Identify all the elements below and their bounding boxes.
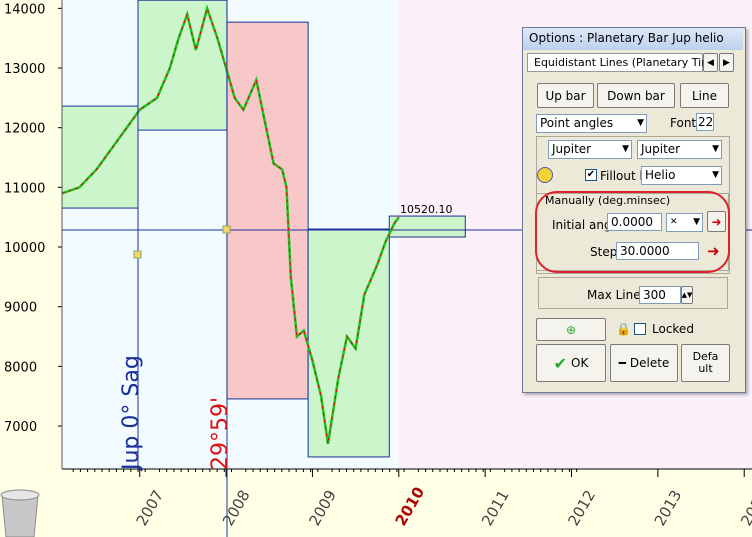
max-lines-input[interactable]: 300 <box>639 286 681 304</box>
planet-label: Jup 0° Sag <box>119 355 144 472</box>
default-button[interactable]: Defa ult <box>681 344 730 382</box>
price-line-shadow <box>61 6 400 444</box>
lock-icon: 🔒 <box>616 322 631 336</box>
x-tick-label: 2014 <box>737 487 752 529</box>
x-tick-label: 2008 <box>219 487 254 529</box>
y-tick-label: 11000 <box>4 181 45 196</box>
font-label: Font <box>670 116 697 130</box>
x-tick-label: 2012 <box>564 487 599 529</box>
initial-angle-label: Initial angle <box>552 218 623 232</box>
max-lines-spinner[interactable]: ▲▼ <box>681 286 693 304</box>
y-tick-label: 9000 <box>4 301 37 316</box>
font-size[interactable]: 22 <box>696 113 714 131</box>
fillout-checkbox[interactable]: ✔ <box>585 169 597 181</box>
max-lines-panel <box>538 277 728 309</box>
planetary-box <box>61 105 139 209</box>
planet2-select[interactable]: Jupiter <box>637 140 722 159</box>
ok-button[interactable]: ✔ OK <box>536 344 606 382</box>
step-label: Step <box>590 245 618 259</box>
x-tick-label: 2009 <box>305 487 340 529</box>
options-dialog: Options : Planetary Bar Jup helio Equidi… <box>522 27 746 393</box>
dialog-title: Options : Planetary Bar Jup helio <box>523 28 743 50</box>
crosshair-button[interactable]: ⊕ <box>536 318 606 341</box>
tab[interactable]: Equidistant Lines (Planetary Time) <box>527 53 723 72</box>
highlight-ellipse <box>535 191 730 273</box>
x-tick-label: 2010 <box>392 484 428 529</box>
y-tick-label: 8000 <box>4 360 37 375</box>
max-lines-label: Max Lines <box>587 288 647 302</box>
price-label: 10520.10 <box>400 203 453 216</box>
down-bar-button[interactable]: Down bar <box>597 83 675 108</box>
marker <box>133 250 142 259</box>
delete-button[interactable]: ━ Delete <box>610 344 678 382</box>
y-tick-label: 10000 <box>4 241 45 256</box>
color-icon[interactable] <box>537 167 553 183</box>
mode-select[interactable]: Point angles <box>536 114 647 133</box>
ok-text: OK <box>571 356 589 370</box>
marker <box>222 225 231 234</box>
up-bar-button[interactable]: Up bar <box>537 83 594 108</box>
unit-select[interactable]: ✕ <box>666 213 703 232</box>
step-input[interactable]: 30.0000 <box>616 242 699 260</box>
y-tick-label: 7000 <box>4 420 37 435</box>
planetary-box <box>137 0 228 131</box>
planet1-select[interactable]: Jupiter <box>548 140 632 159</box>
y-tick-label: 14000 <box>4 2 45 17</box>
locked-label: Locked <box>652 322 694 336</box>
angle-label: 29°59' <box>208 397 233 470</box>
group-label: Manually (deg.minsec) <box>543 194 673 207</box>
trash-icon[interactable] <box>0 489 40 537</box>
x-tick-label: 2013 <box>651 487 686 529</box>
x-tick-label: 2011 <box>478 487 513 529</box>
line-button[interactable]: Line <box>680 83 729 108</box>
y-tick-label: 13000 <box>4 62 45 77</box>
tab-prev[interactable]: ◀ <box>703 53 718 72</box>
initial-angle-input[interactable]: 0.0000 <box>607 213 662 231</box>
system-select[interactable]: Helio <box>641 166 722 185</box>
tab-next[interactable]: ▶ <box>719 53 734 72</box>
delete-text: Delete <box>629 356 670 370</box>
y-tick-label: 12000 <box>4 122 45 137</box>
locked-checkbox[interactable] <box>634 323 646 335</box>
x-tick-label: 2007 <box>133 487 168 529</box>
planetary-box <box>388 215 466 238</box>
planetary-box <box>226 21 309 400</box>
